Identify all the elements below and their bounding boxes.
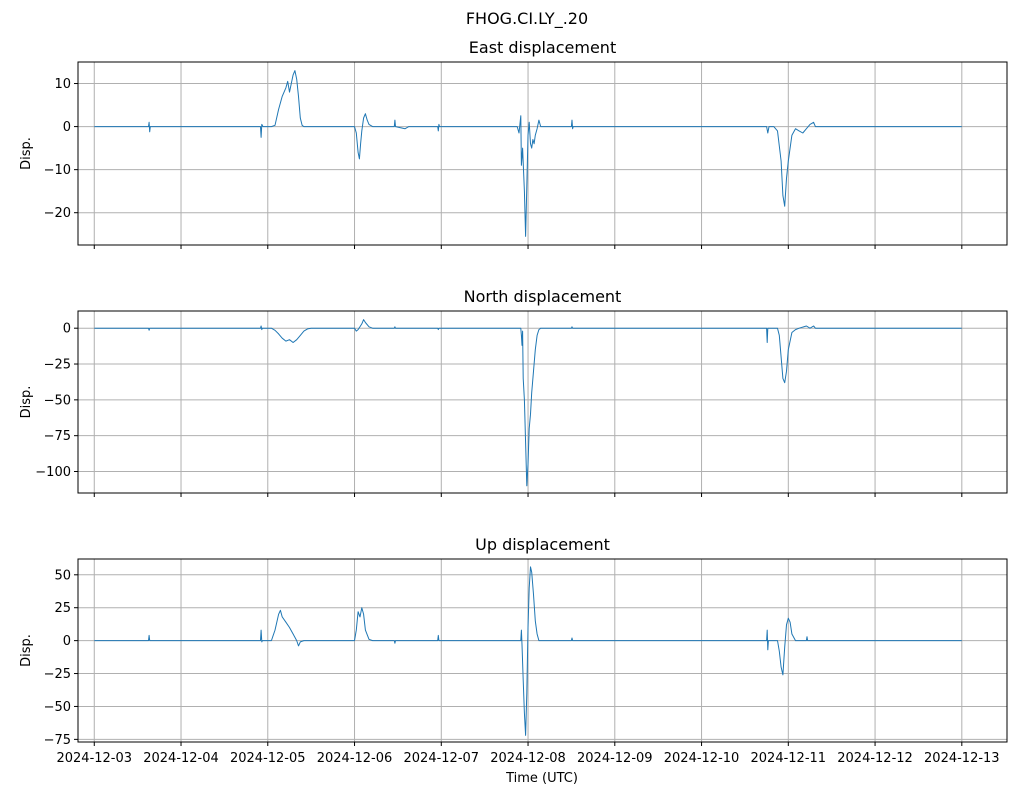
x-tick-label: 2024-12-13 [924,751,1000,766]
y-axis-label-east: Disp. [19,137,34,170]
x-tick-labels: 2024-12-03 2024-12-04 2024-12-05 2024-12-06… [56,751,999,766]
y-tick-label: −75 [44,733,71,748]
y-tick-label: −25 [44,358,71,373]
y-tick-label: −10 [44,163,71,178]
y-tick-label: 10 [54,77,71,92]
panel-north: 0 −25 −50 −75 −100 North displacement Disp. [19,287,1008,497]
y-tick-label: 0 [63,322,71,337]
figure-suptitle: FHOG.CI.LY_.20 [466,9,588,29]
x-tick-label: 2024-12-05 [230,751,306,766]
x-tick-label: 2024-12-08 [490,751,566,766]
grid-up [78,559,1007,742]
y-tick-label: 50 [54,568,71,583]
panel-title-up: Up displacement [475,535,610,554]
x-axis-label: Time (UTC) [505,771,578,786]
series-line-up [94,566,962,736]
x-tick-label: 2024-12-06 [317,751,393,766]
y-tick-label: −50 [44,393,71,408]
panel-east: 10 0 −10 −20 East displacement Disp. [19,38,1008,249]
series-line-east [94,70,962,237]
y-tick-label: −100 [35,465,71,480]
axes-frame-east [77,61,1008,246]
y-tick-label: 25 [54,601,71,616]
y-tick-label: −50 [44,700,71,715]
grid-east [78,62,1007,245]
y-tick-label: 0 [63,634,71,649]
grid-north [78,311,1007,493]
y-axis-label-north: Disp. [19,386,34,419]
axes-frame-up [77,558,1008,743]
series-line-north [94,319,962,487]
x-tick-label: 2024-12-09 [577,751,653,766]
x-tick-label: 2024-12-03 [56,751,132,766]
axes-frame-north [77,310,1008,494]
y-tick-label: 0 [63,120,71,135]
y-tick-label: −25 [44,667,71,682]
y-tick-label: −75 [44,429,71,444]
x-tick-label: 2024-12-11 [751,751,827,766]
panel-up: 50 25 0 −25 −50 −75 Up displacement Disp. [19,535,1008,748]
x-tick-label: 2024-12-12 [837,751,913,766]
panel-title-east: East displacement [469,38,616,57]
y-axis-label-up: Disp. [19,634,34,667]
x-tick-label: 2024-12-04 [143,751,219,766]
x-tick-label: 2024-12-10 [664,751,740,766]
x-tick-label: 2024-12-07 [404,751,480,766]
y-tick-label: −20 [44,206,71,221]
panels: 10 0 −10 −20 East displacement Disp. 0 −25 −50 −7… [19,38,1008,748]
panel-title-north: North displacement [464,287,622,306]
